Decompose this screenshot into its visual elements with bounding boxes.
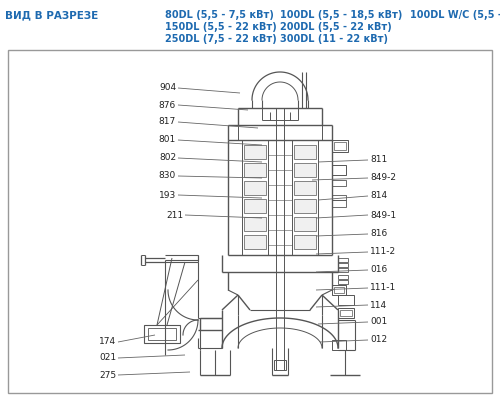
Text: 849-1: 849-1 (370, 211, 396, 220)
Bar (332, 165, 346, 175)
Text: 830: 830 (159, 172, 176, 181)
Bar (338, 308, 354, 318)
Bar (332, 340, 346, 350)
Bar (244, 163, 266, 177)
Text: 817: 817 (159, 117, 176, 127)
Bar (294, 163, 316, 177)
Bar (244, 145, 266, 159)
Text: 275: 275 (99, 371, 116, 380)
Bar (294, 181, 316, 195)
Bar (338, 275, 348, 279)
Text: 111-2: 111-2 (370, 248, 396, 256)
Bar (334, 142, 346, 150)
Bar (244, 217, 266, 231)
Bar (244, 235, 266, 249)
Text: 001: 001 (370, 318, 387, 326)
Bar (332, 180, 346, 186)
Bar (332, 195, 346, 207)
Text: 111-1: 111-1 (370, 283, 396, 293)
Bar (332, 140, 348, 152)
Text: 193: 193 (159, 191, 176, 199)
Text: 801: 801 (159, 135, 176, 144)
Bar (244, 199, 266, 213)
Bar (8, 50, 492, 393)
Text: 211: 211 (166, 211, 183, 220)
Bar (338, 258, 348, 262)
Bar (244, 181, 266, 195)
Text: 100DL (5,5 - 18,5 кВт): 100DL (5,5 - 18,5 кВт) (280, 10, 402, 20)
Text: 012: 012 (370, 336, 387, 345)
Bar (334, 287, 344, 293)
Text: 802: 802 (159, 154, 176, 162)
Bar (340, 310, 352, 316)
Text: 811: 811 (370, 156, 387, 164)
Text: 300DL (11 - 22 кВт): 300DL (11 - 22 кВт) (280, 34, 388, 44)
Bar (338, 263, 348, 267)
Text: 849-2: 849-2 (370, 174, 396, 183)
Bar (148, 328, 176, 340)
Text: 174: 174 (99, 338, 116, 347)
Text: 250DL (7,5 - 22 кВт): 250DL (7,5 - 22 кВт) (165, 34, 277, 44)
Text: 016: 016 (370, 265, 387, 275)
Text: 021: 021 (99, 353, 116, 363)
Bar (274, 360, 286, 370)
Bar (294, 145, 316, 159)
Text: 150DL (5,5 - 22 кВт): 150DL (5,5 - 22 кВт) (165, 22, 277, 32)
Text: 114: 114 (370, 300, 387, 310)
Text: 200DL (5,5 - 22 кВт): 200DL (5,5 - 22 кВт) (280, 22, 392, 32)
Bar (332, 285, 346, 295)
Bar (338, 268, 348, 272)
Text: 816: 816 (370, 230, 387, 238)
Bar (294, 199, 316, 213)
Bar (338, 295, 354, 305)
Text: 876: 876 (159, 101, 176, 109)
Bar (144, 325, 180, 343)
Text: 904: 904 (159, 84, 176, 92)
Text: 100DL W/C (5,5 - 7,5 кВт): 100DL W/C (5,5 - 7,5 кВт) (410, 10, 500, 20)
Bar (338, 280, 348, 284)
Text: 80DL (5,5 - 7,5 кВт): 80DL (5,5 - 7,5 кВт) (165, 10, 274, 20)
Bar (294, 235, 316, 249)
Bar (294, 217, 316, 231)
Text: 814: 814 (370, 191, 387, 201)
Text: ВИД В РАЗРЕЗЕ: ВИД В РАЗРЕЗЕ (5, 10, 98, 20)
